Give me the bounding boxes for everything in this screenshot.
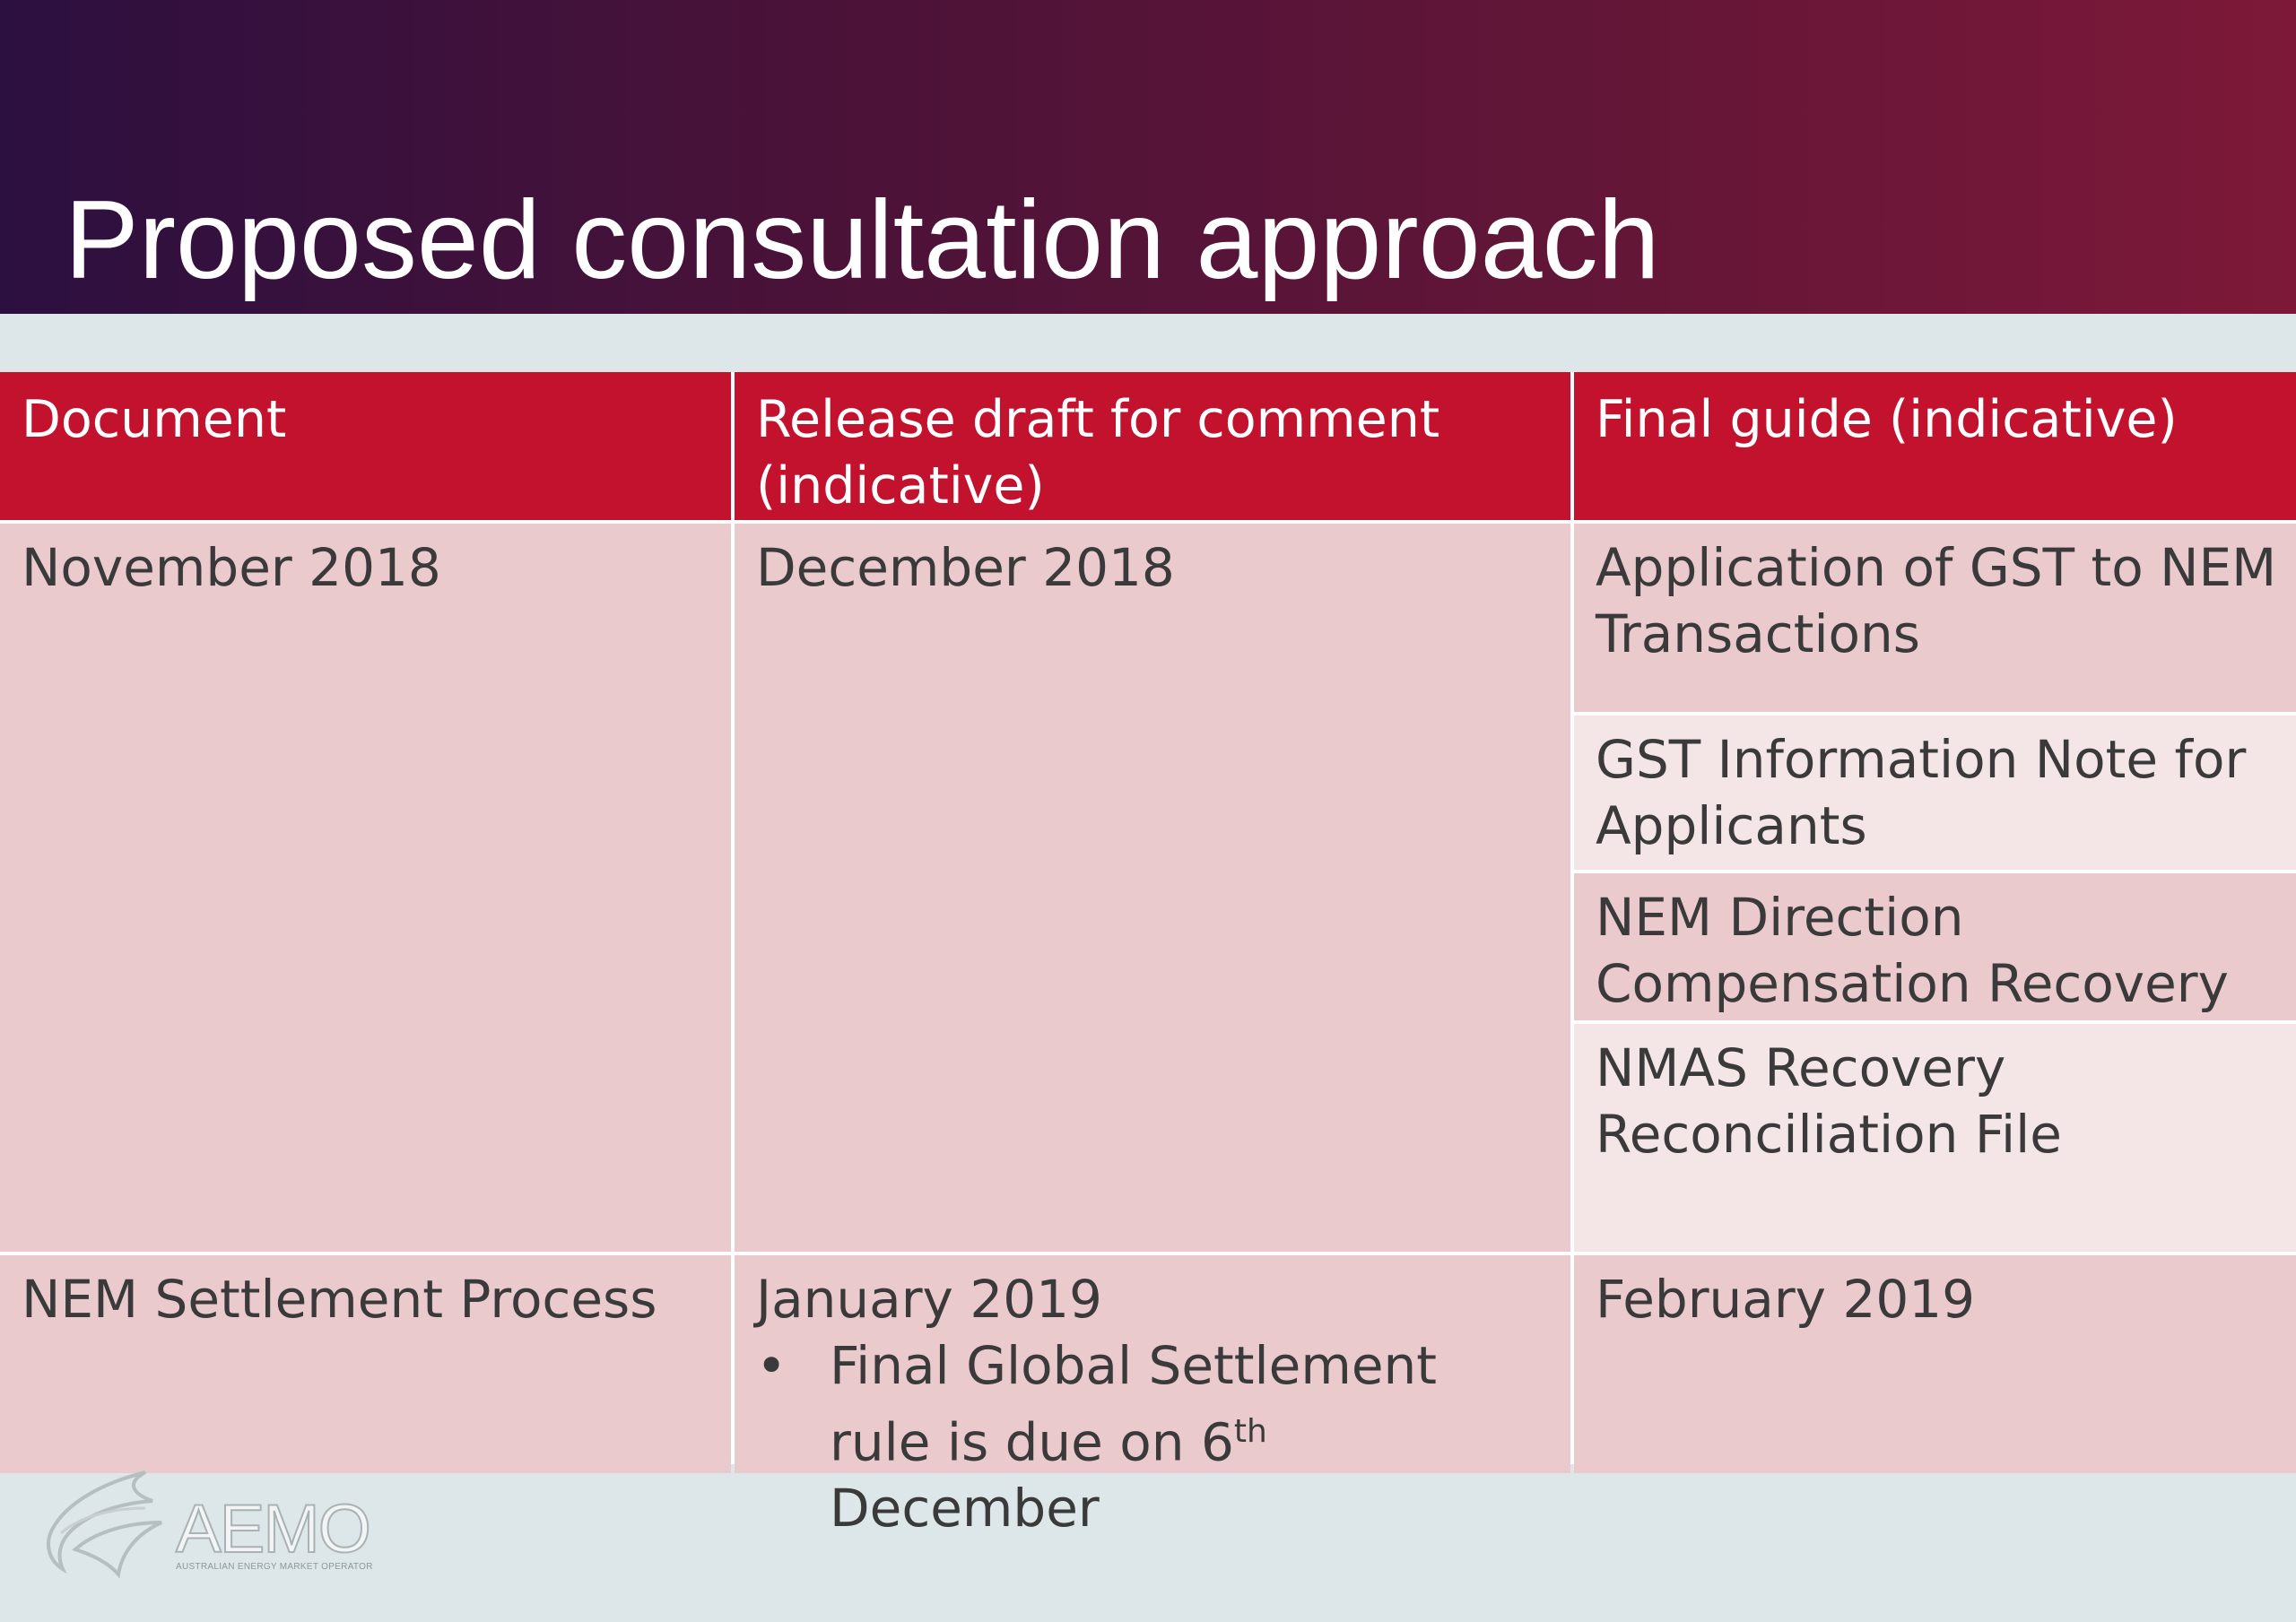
final-date-group: December 2018 (735, 524, 1570, 1252)
document-gst-info-note: GST Information Note for Applicants (1574, 716, 2296, 870)
aemo-logo: AEMO AUSTRALIAN ENERGY MARKET OPERATOR (39, 1467, 380, 1580)
final-date-settlement: February 2019 (1574, 1255, 2296, 1473)
document-nem-direction: NEM Direction Compensation Recovery (1574, 873, 2296, 1020)
bullet-superscript: th (1233, 1413, 1267, 1450)
release-date-text: January 2019 (756, 1269, 1102, 1330)
bullet-note-text: Final Global Settlement rule is due on 6… (830, 1332, 1552, 1541)
title-banner: Proposed consultation approach (0, 0, 2296, 314)
release-date-group: November 2018 (0, 524, 731, 1252)
bullet-main-text: Final Global Settlement rule is due on 6 (830, 1335, 1438, 1473)
consultation-table: Document Release draft for comment (indi… (0, 372, 2296, 1539)
logo-tagline: AUSTRALIAN ENERGY MARKET OPERATOR (176, 1562, 373, 1572)
slide-title: Proposed consultation approach (65, 178, 1660, 302)
document-nmas-recovery: NMAS Recovery Reconciliation File (1574, 1024, 2296, 1252)
header-final-guide: Final guide (indicative) (1574, 372, 2296, 520)
header-document: Document (0, 372, 731, 520)
document-nem-settlement: NEM Settlement Process (0, 1255, 731, 1473)
document-gst-application: Application of GST to NEM Transactions (1574, 524, 2296, 712)
bullet-dot: • (756, 1335, 787, 1396)
release-date-settlement: January 2019 • Final Global Settlement r… (735, 1255, 1570, 1539)
bullet-note: • Final Global Settlement rule is due on… (756, 1332, 1552, 1541)
aemo-swoosh-icon (47, 1470, 162, 1579)
bullet-tail-text: December (830, 1478, 1100, 1540)
header-release-draft: Release draft for comment (indicative) (735, 372, 1570, 520)
logo-wordmark: AEMO (175, 1490, 372, 1568)
